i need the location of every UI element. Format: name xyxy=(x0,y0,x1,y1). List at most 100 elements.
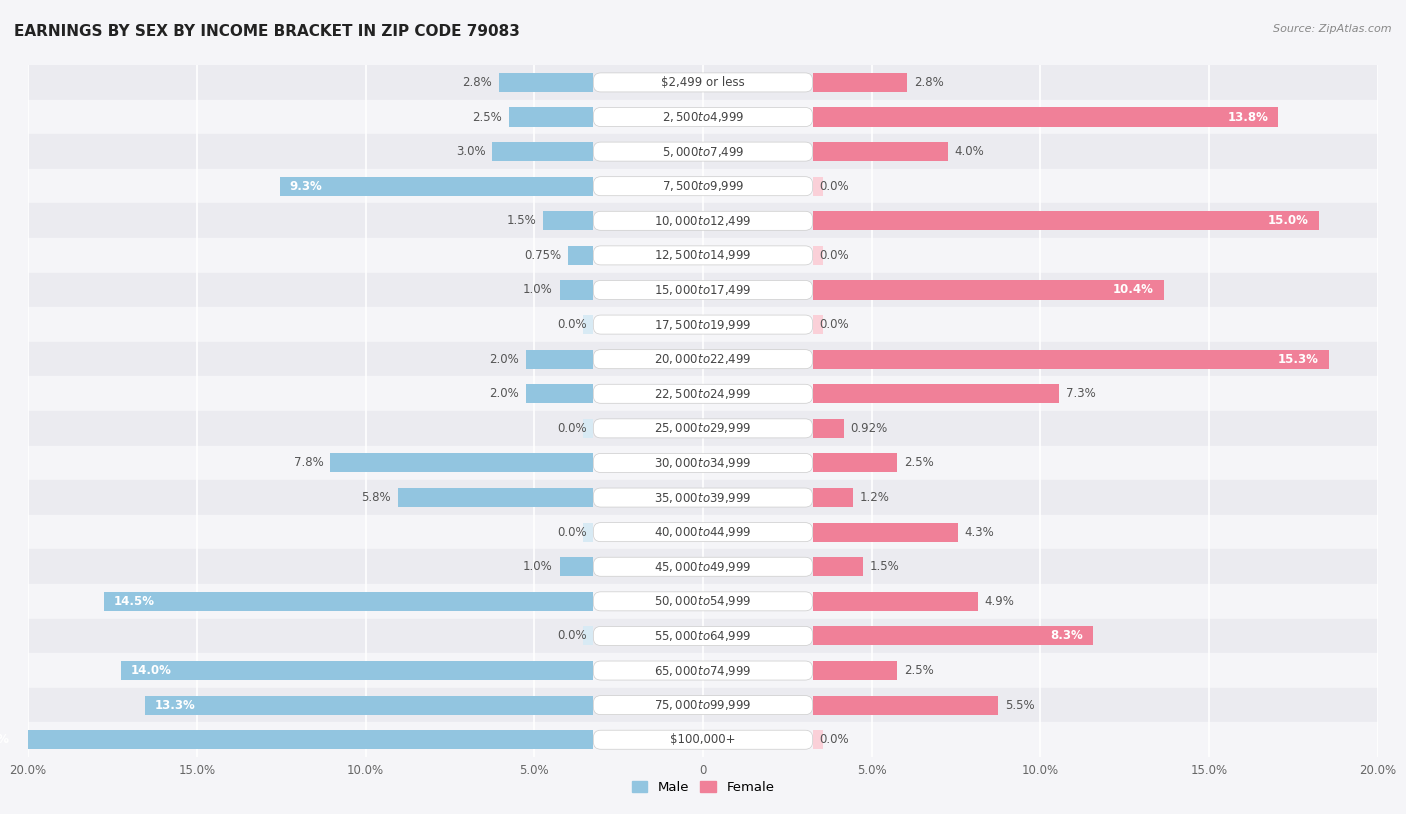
Text: $12,500 to $14,999: $12,500 to $14,999 xyxy=(654,248,752,262)
Bar xyxy=(28,376,1378,411)
FancyBboxPatch shape xyxy=(593,730,813,749)
Bar xyxy=(813,419,844,438)
Bar xyxy=(543,212,593,230)
Text: Source: ZipAtlas.com: Source: ZipAtlas.com xyxy=(1274,24,1392,34)
Bar xyxy=(398,488,593,507)
Text: $15,000 to $17,499: $15,000 to $17,499 xyxy=(654,283,752,297)
Bar xyxy=(28,549,1378,584)
FancyBboxPatch shape xyxy=(593,696,813,715)
FancyBboxPatch shape xyxy=(593,281,813,300)
Text: $35,000 to $39,999: $35,000 to $39,999 xyxy=(654,491,752,505)
Bar xyxy=(28,480,1378,515)
Bar xyxy=(813,627,1092,646)
Bar xyxy=(813,142,948,161)
Bar xyxy=(813,453,897,472)
FancyBboxPatch shape xyxy=(593,523,813,541)
Text: 1.0%: 1.0% xyxy=(523,283,553,296)
Text: $17,500 to $19,999: $17,500 to $19,999 xyxy=(654,317,752,331)
Bar xyxy=(583,419,593,438)
Bar xyxy=(813,384,1059,403)
Bar xyxy=(28,688,1378,723)
Bar xyxy=(568,246,593,265)
Text: 0.0%: 0.0% xyxy=(820,733,849,746)
Text: 2.5%: 2.5% xyxy=(904,664,934,677)
Text: 14.0%: 14.0% xyxy=(131,664,172,677)
Text: 18.8%: 18.8% xyxy=(0,733,10,746)
Bar xyxy=(330,453,593,472)
FancyBboxPatch shape xyxy=(593,177,813,195)
Bar xyxy=(0,730,593,749)
Text: 0.0%: 0.0% xyxy=(557,422,586,435)
Text: 7.3%: 7.3% xyxy=(1066,387,1095,400)
Bar xyxy=(813,350,1329,369)
Text: 2.8%: 2.8% xyxy=(914,76,943,89)
Text: 0.0%: 0.0% xyxy=(557,318,586,331)
Bar xyxy=(104,592,593,610)
Bar xyxy=(28,619,1378,653)
FancyBboxPatch shape xyxy=(593,592,813,610)
Bar xyxy=(28,273,1378,307)
Text: 0.0%: 0.0% xyxy=(820,249,849,262)
Text: 4.9%: 4.9% xyxy=(984,595,1015,608)
FancyBboxPatch shape xyxy=(593,453,813,472)
Text: 0.0%: 0.0% xyxy=(557,526,586,539)
Bar xyxy=(813,315,823,334)
Text: $40,000 to $44,999: $40,000 to $44,999 xyxy=(654,525,752,539)
Text: $100,000+: $100,000+ xyxy=(671,733,735,746)
Text: $75,000 to $99,999: $75,000 to $99,999 xyxy=(654,698,752,712)
Bar xyxy=(28,446,1378,480)
FancyBboxPatch shape xyxy=(593,315,813,334)
Bar xyxy=(813,488,853,507)
Text: 0.0%: 0.0% xyxy=(820,180,849,193)
Text: 1.0%: 1.0% xyxy=(523,560,553,573)
Text: 9.3%: 9.3% xyxy=(290,180,322,193)
Text: 2.0%: 2.0% xyxy=(489,352,519,365)
Bar xyxy=(813,661,897,680)
FancyBboxPatch shape xyxy=(593,558,813,576)
Bar xyxy=(499,73,593,92)
Bar xyxy=(28,723,1378,757)
Bar xyxy=(813,558,863,576)
Text: 8.3%: 8.3% xyxy=(1050,629,1083,642)
Bar xyxy=(813,212,1319,230)
Text: 2.8%: 2.8% xyxy=(463,76,492,89)
Text: 15.0%: 15.0% xyxy=(1268,214,1309,227)
Text: 1.2%: 1.2% xyxy=(860,491,890,504)
Text: $20,000 to $22,499: $20,000 to $22,499 xyxy=(654,352,752,366)
Bar xyxy=(28,169,1378,204)
Legend: Male, Female: Male, Female xyxy=(626,775,780,799)
Text: 3.0%: 3.0% xyxy=(456,145,485,158)
Bar xyxy=(28,342,1378,376)
Text: 7.8%: 7.8% xyxy=(294,457,323,470)
Text: $25,000 to $29,999: $25,000 to $29,999 xyxy=(654,422,752,435)
Bar xyxy=(28,411,1378,446)
Bar xyxy=(560,281,593,300)
Bar xyxy=(813,177,823,195)
Bar xyxy=(28,584,1378,619)
Bar xyxy=(813,246,823,265)
Text: 10.4%: 10.4% xyxy=(1112,283,1153,296)
Text: $50,000 to $54,999: $50,000 to $54,999 xyxy=(654,594,752,608)
Text: 0.75%: 0.75% xyxy=(524,249,561,262)
Text: $2,500 to $4,999: $2,500 to $4,999 xyxy=(662,110,744,124)
Bar xyxy=(526,350,593,369)
Text: 0.92%: 0.92% xyxy=(851,422,887,435)
Bar xyxy=(28,99,1378,134)
Text: 0.0%: 0.0% xyxy=(820,318,849,331)
Text: $55,000 to $64,999: $55,000 to $64,999 xyxy=(654,629,752,643)
FancyBboxPatch shape xyxy=(593,350,813,369)
FancyBboxPatch shape xyxy=(593,142,813,161)
FancyBboxPatch shape xyxy=(593,419,813,438)
Bar xyxy=(813,281,1164,300)
Text: 2.5%: 2.5% xyxy=(472,111,502,124)
Bar xyxy=(526,384,593,403)
Text: $2,499 or less: $2,499 or less xyxy=(661,76,745,89)
Text: EARNINGS BY SEX BY INCOME BRACKET IN ZIP CODE 79083: EARNINGS BY SEX BY INCOME BRACKET IN ZIP… xyxy=(14,24,520,39)
Bar xyxy=(583,523,593,541)
Bar xyxy=(813,730,823,749)
FancyBboxPatch shape xyxy=(593,661,813,680)
Bar xyxy=(121,661,593,680)
Bar xyxy=(813,107,1278,126)
Bar xyxy=(28,65,1378,99)
Bar xyxy=(28,653,1378,688)
